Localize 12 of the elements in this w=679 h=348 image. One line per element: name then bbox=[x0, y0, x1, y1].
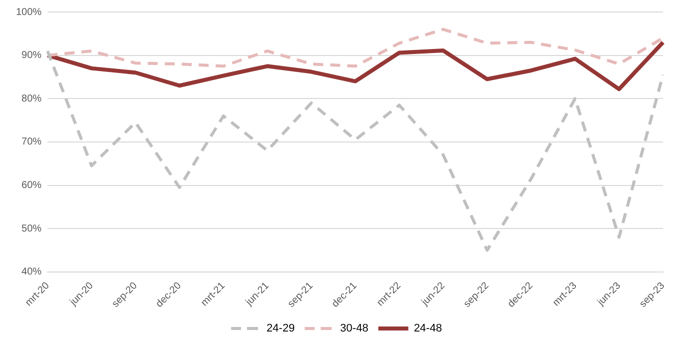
line-series bbox=[46, 28, 664, 68]
y-tick-label: 50% bbox=[22, 223, 42, 234]
legend-label: 24-48 bbox=[414, 322, 442, 335]
y-tick-label: 100% bbox=[16, 6, 42, 18]
line-series bbox=[46, 49, 664, 252]
legend-label: 30-48 bbox=[340, 322, 368, 335]
y-tick-label: 70% bbox=[22, 136, 42, 148]
y-tick-label: 80% bbox=[22, 93, 42, 104]
y-tick-label: 60% bbox=[22, 180, 42, 192]
y-tick-label: 90% bbox=[22, 50, 42, 62]
legend-label: 24-29 bbox=[266, 322, 295, 335]
y-tick-label: 40% bbox=[22, 266, 42, 278]
